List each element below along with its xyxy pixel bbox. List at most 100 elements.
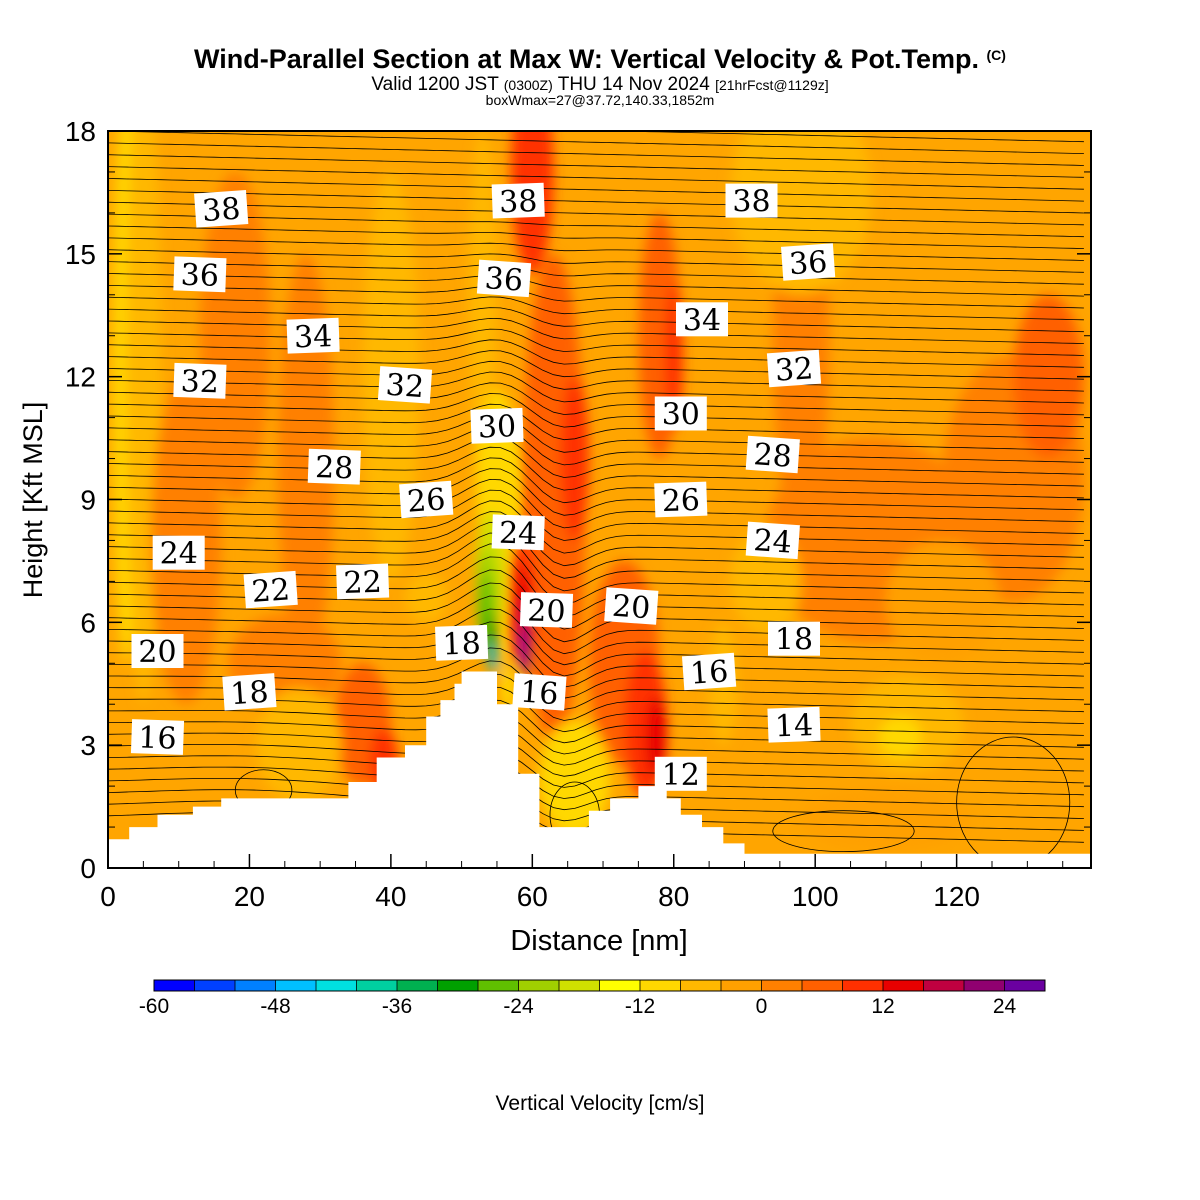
isentrope-line (772, 810, 915, 853)
colorbar-swatch (559, 980, 600, 991)
contour-label-text: 32 (180, 364, 219, 400)
isentrope-line (108, 764, 1084, 799)
isentrope-line (108, 478, 1084, 529)
contour-label-box (725, 183, 778, 218)
colorbar-swatch (1004, 980, 1046, 991)
isentrope-line (108, 107, 1084, 130)
x-tick-label: 80 (658, 881, 689, 912)
colorbar-swatch (599, 980, 641, 991)
isentrope-line (108, 285, 1084, 309)
isentrope-line (108, 777, 1084, 811)
contour-label-text: 32 (385, 368, 426, 406)
contour-label-box (336, 563, 390, 600)
contour-label: 32 (173, 362, 227, 400)
contour-label-box (519, 592, 574, 628)
contour-label-box (470, 407, 524, 444)
y-tick-label: 3 (80, 730, 96, 761)
contour-label: 38 (194, 190, 249, 229)
contour-label: 18 (435, 624, 489, 662)
contour-label-box (131, 634, 184, 668)
colorbar-frame (153, 979, 1046, 992)
contour-label-box (654, 481, 708, 518)
contour-label: 22 (243, 570, 298, 610)
contour-label-box (435, 624, 489, 661)
y-tick-label: 18 (65, 116, 96, 147)
colorbar-swatch (397, 980, 438, 991)
isentrope-line (108, 237, 1084, 261)
contour-label-text: 30 (477, 409, 516, 445)
contour-label: 26 (399, 480, 454, 520)
contour-label-text: 38 (732, 185, 770, 220)
contour-label: 36 (780, 243, 836, 282)
potential-temperature-contours (108, 107, 1084, 868)
isentrope-line (108, 725, 1084, 766)
contour-label-box (476, 259, 532, 298)
contour-label-box (780, 243, 836, 281)
contour-label: 18 (768, 621, 820, 658)
colorbar-tick-label: 12 (871, 995, 894, 1018)
contour-label-box (767, 706, 821, 743)
colorbar: -60 -48 -36 -24 -12 0 12 24 (139, 979, 1046, 1018)
contour-label-text: 18 (229, 675, 270, 713)
contour-label-box (222, 673, 277, 711)
isentrope-line (108, 154, 1084, 178)
isentrope-line (108, 532, 1084, 592)
isentrope-line (956, 736, 1071, 868)
contour-label-box (745, 521, 800, 560)
velocity-patch (468, 131, 497, 459)
velocity-core (491, 642, 497, 676)
isentrope-line (108, 457, 1084, 504)
contour-label: 32 (377, 366, 433, 406)
isentrope-line (108, 273, 1084, 297)
contour-label-text: 20 (611, 589, 652, 627)
velocity-patch (277, 253, 335, 664)
contour-label-text: 20 (138, 635, 176, 670)
y-tick-label: 15 (65, 239, 96, 270)
y-tick-label: 9 (80, 485, 96, 516)
contour-label-box (676, 302, 728, 337)
contour-label-box (604, 587, 659, 625)
contour-label: 34 (286, 317, 340, 355)
contour-label-text: 26 (406, 482, 447, 520)
contour-label-box (745, 435, 800, 474)
contour-label: 32 (766, 349, 822, 389)
contour-label: 24 (491, 514, 545, 552)
contour-label-text: 34 (683, 303, 721, 338)
isentrope-line (108, 647, 1084, 699)
contour-label-text: 24 (160, 537, 198, 572)
contour-label: 16 (681, 652, 737, 692)
x-tick-label: 0 (100, 881, 116, 912)
isentrope-line (108, 225, 1084, 249)
contour-label-text: 22 (251, 572, 292, 610)
contour-label: 30 (470, 407, 524, 445)
contour-label-text: 24 (752, 523, 793, 561)
isentrope-line (108, 511, 1084, 567)
x-axis: 0 20 40 60 80 100 120 (100, 854, 1064, 912)
contour-label-text: 16 (138, 720, 177, 756)
colorbar-swatch (194, 980, 236, 991)
colorbar-swatch (923, 980, 965, 991)
contour-label-box (766, 349, 822, 388)
x-tick-label: 60 (517, 881, 548, 912)
isentrope-line (108, 489, 1084, 541)
isentrope-line (108, 621, 1084, 677)
isentrope-line (108, 500, 1084, 554)
contour-label: 12 (654, 756, 707, 793)
isentrope-line (108, 142, 1084, 166)
colorbar-swatch (802, 980, 843, 991)
contour-label: 38 (491, 182, 545, 220)
contour-label-box (768, 621, 820, 656)
contour-labels: 38 38 38 36 36 36 34 34 32 32 32 30 30 28 28 26 26 24 24 24… (130, 182, 836, 793)
isentrope-line (108, 350, 1084, 380)
contour-label-text: 34 (293, 319, 332, 355)
colorbar-swatch (316, 980, 357, 991)
colorbar-tick-label: -48 (260, 995, 290, 1018)
x-tick-label: 100 (792, 881, 839, 912)
contour-label: 20 (519, 592, 574, 630)
colorbar-swatch (964, 980, 1005, 991)
isentrope-line (108, 190, 1084, 214)
colorbar-swatch (883, 980, 924, 991)
contour-label-box (173, 362, 227, 399)
contour-label: 30 (654, 396, 707, 433)
isentrope-line (108, 213, 1084, 238)
